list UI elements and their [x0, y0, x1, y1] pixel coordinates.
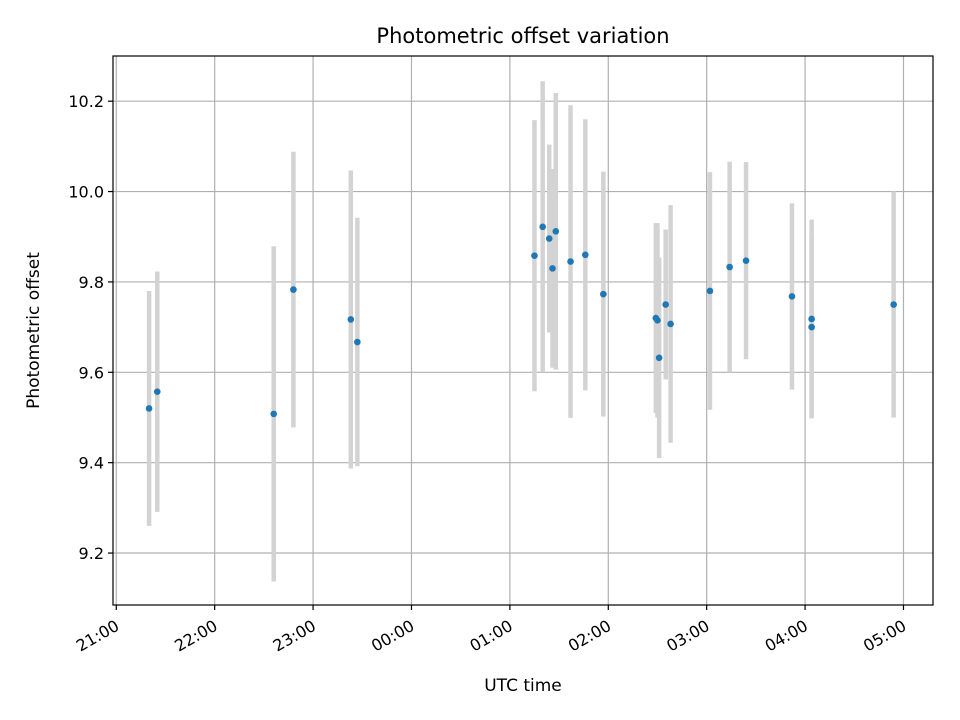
- data-point: [788, 293, 796, 300]
- x-tick-label: 22:00: [171, 616, 220, 656]
- y-axis-title: Photometric offset: [24, 252, 44, 409]
- grid: [113, 56, 933, 605]
- x-tick-label: 01:00: [466, 616, 515, 656]
- data-point: [531, 252, 538, 260]
- data-point: [290, 286, 297, 293]
- data-point: [347, 316, 355, 323]
- y-tick-label: 9.4: [79, 454, 104, 473]
- data-point: [545, 235, 553, 242]
- data-point: [808, 315, 815, 323]
- x-axis: 21:00 22:00 23:00 00:00 01:00 02:00 03:00 04:00…: [73, 605, 909, 656]
- error-bars: [146, 81, 896, 582]
- data-point: [742, 257, 750, 264]
- x-tick-label: 02:00: [565, 616, 614, 656]
- y-tick-label: 9.6: [79, 363, 104, 382]
- data-point: [726, 263, 733, 271]
- x-axis-title: UTC time: [484, 676, 562, 696]
- chart-title: Photometric offset variation: [376, 24, 669, 48]
- x-tick-label: 05:00: [860, 616, 909, 656]
- data-point: [662, 301, 669, 308]
- x-tick-label: 00:00: [368, 616, 417, 656]
- data-point: [655, 354, 663, 362]
- x-tick-label: 23:00: [270, 616, 319, 656]
- x-tick-label: 21:00: [73, 616, 122, 656]
- y-tick-label: 10.0: [68, 183, 104, 202]
- data-point: [549, 265, 556, 272]
- y-tick-label: 9.2: [79, 544, 104, 563]
- data-point: [582, 251, 589, 259]
- data-point: [153, 388, 161, 396]
- data-point: [539, 223, 546, 231]
- y-tick-label: 9.8: [79, 273, 104, 292]
- data-point: [667, 320, 674, 328]
- y-axis: 9.2 9.4 9.6 9.8 10.0 10.2: [68, 92, 113, 563]
- data-point: [552, 228, 560, 235]
- data-point: [354, 338, 361, 346]
- data-point: [890, 301, 897, 308]
- data-point: [706, 287, 714, 295]
- data-point: [654, 317, 661, 324]
- x-tick-label: 04:00: [762, 616, 811, 656]
- data-point: [145, 405, 153, 412]
- data-point: [808, 323, 815, 331]
- data-points: [145, 223, 897, 418]
- data-point: [270, 410, 278, 418]
- x-tick-label: 03:00: [663, 616, 712, 656]
- data-point: [567, 258, 574, 265]
- plot-frame: [112, 55, 934, 606]
- data-point: [600, 290, 607, 298]
- y-tick-label: 10.2: [68, 92, 104, 111]
